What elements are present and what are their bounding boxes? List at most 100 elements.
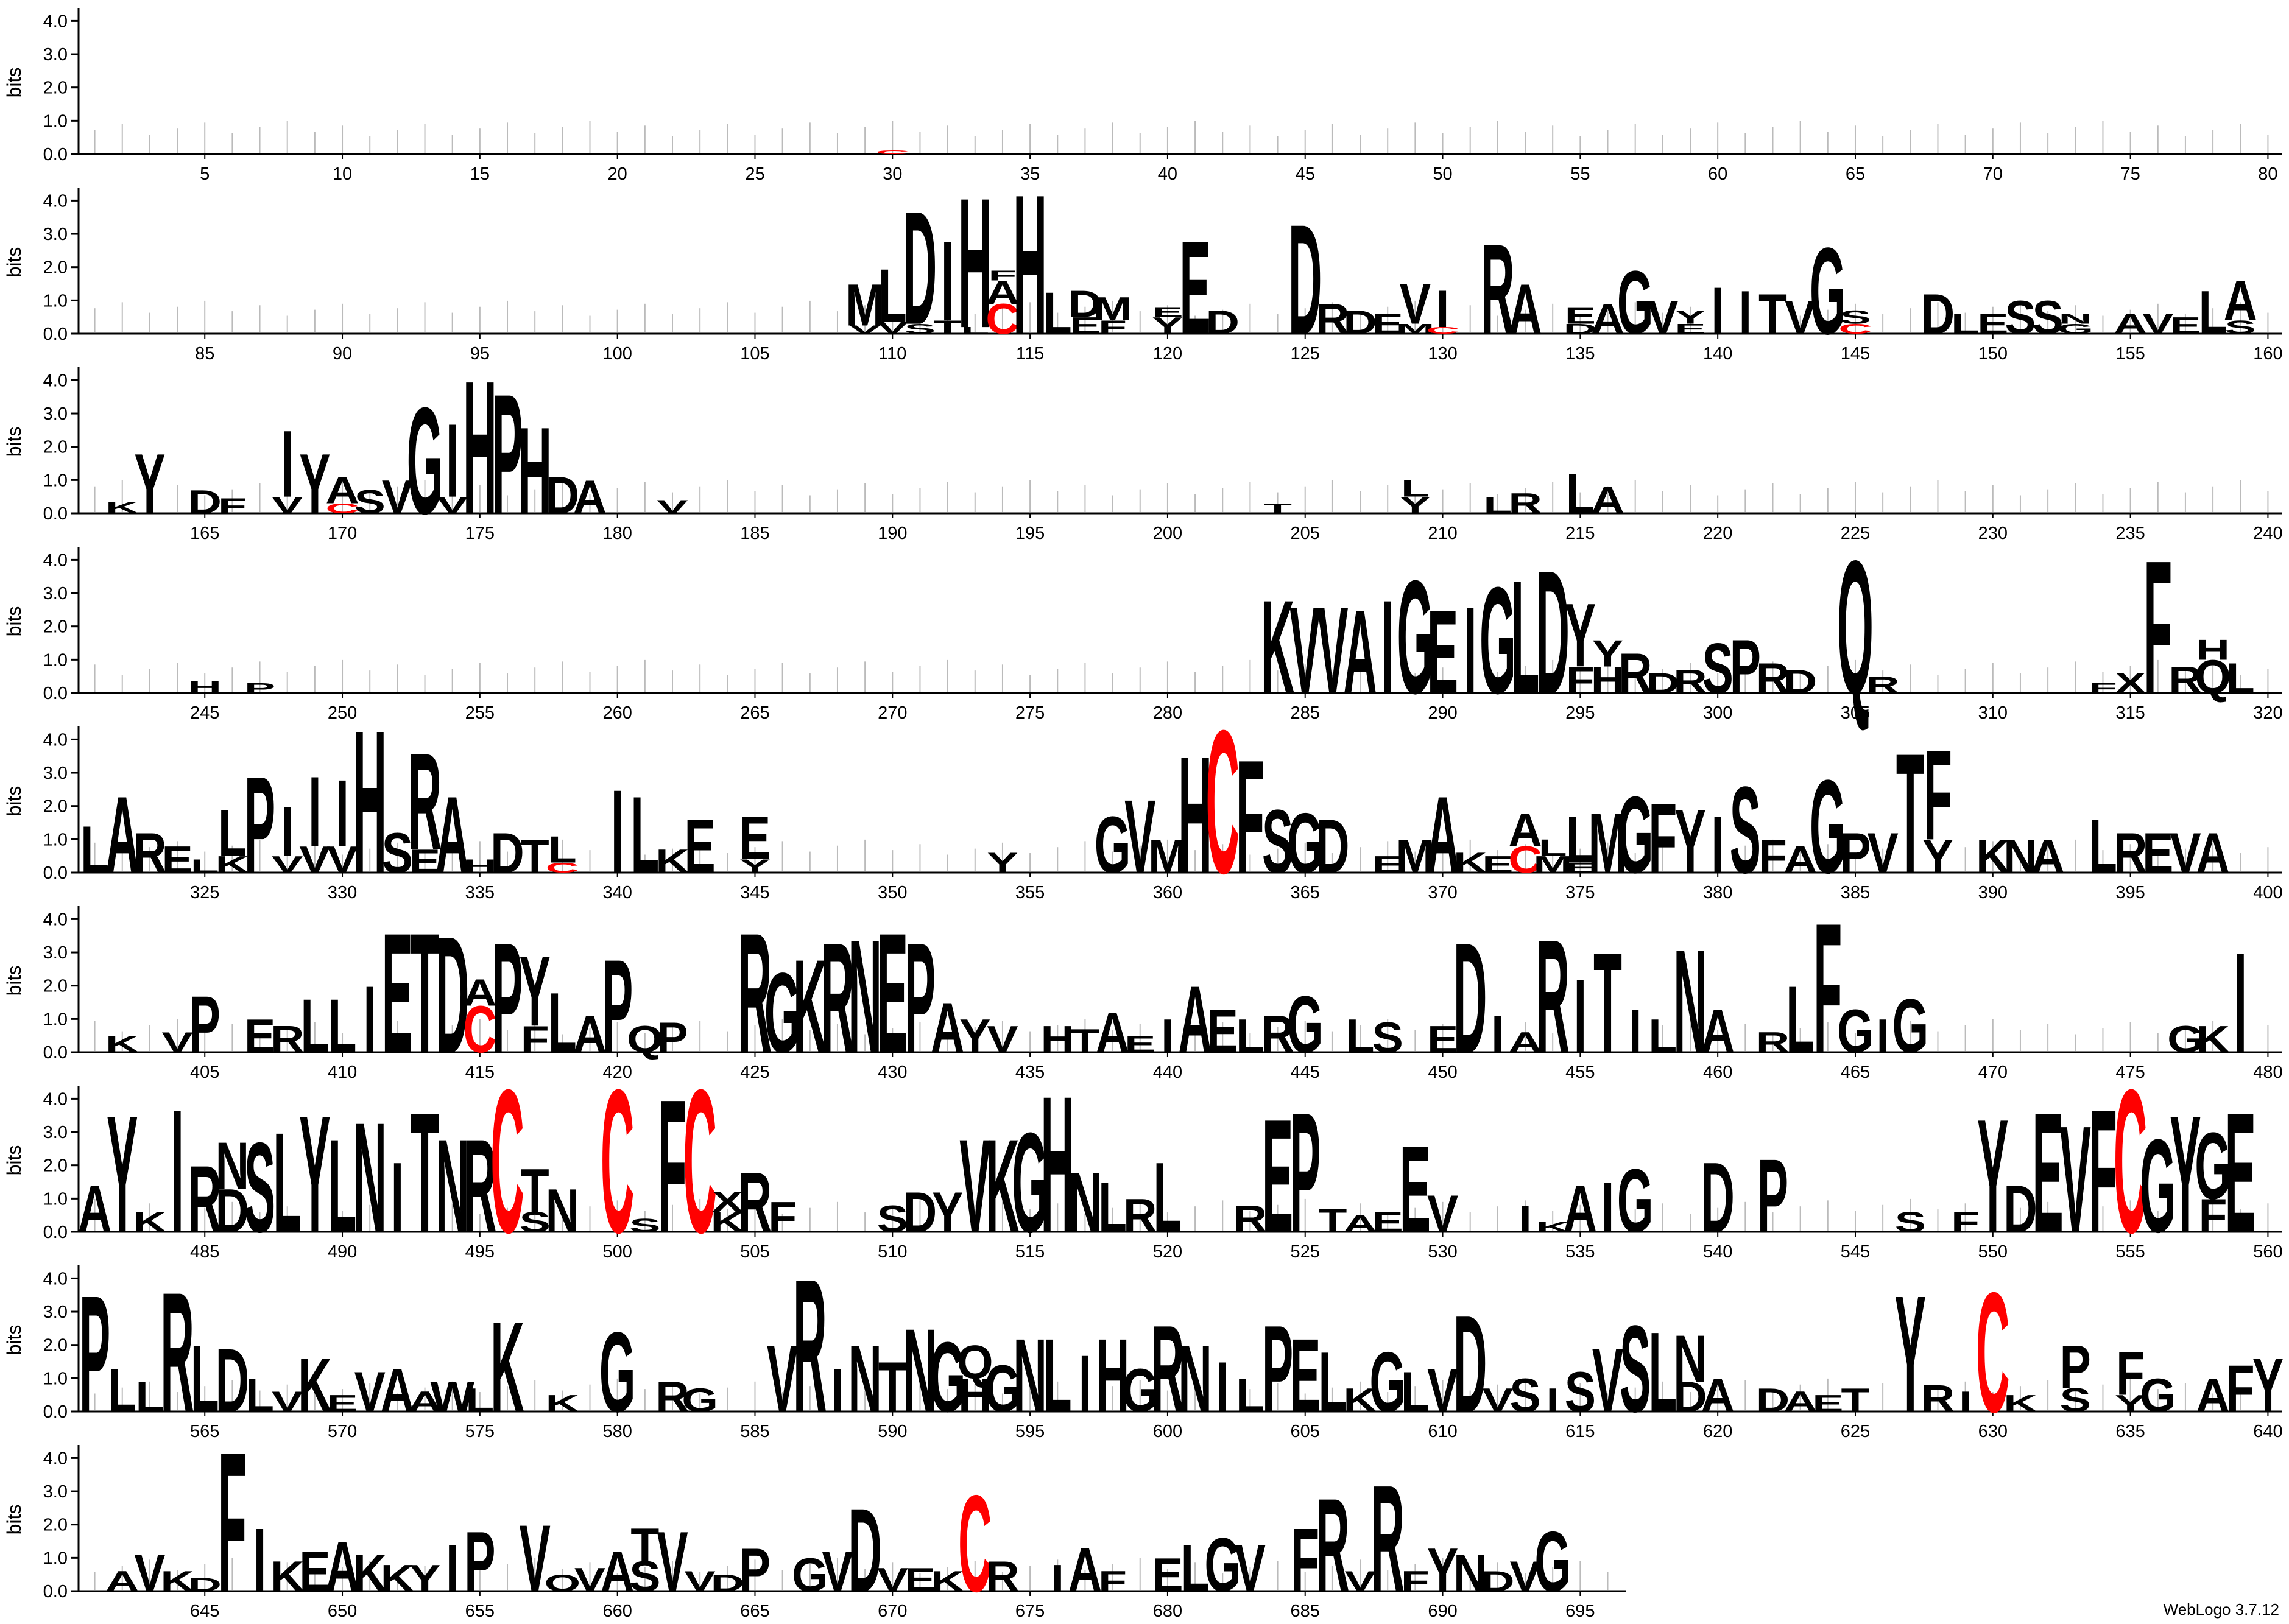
logo-letter-614: I [1547, 1382, 1559, 1419]
x-tick-label: 650 [328, 1601, 357, 1621]
x-tick-label: 420 [602, 1063, 632, 1082]
logo-letter-128: E [1372, 308, 1403, 340]
logo-letter-694: G [1534, 1513, 1571, 1609]
logo-letter-578: K [546, 1390, 579, 1417]
logo-letter-354: Y [987, 847, 1018, 879]
y-tick-label: 2.0 [43, 1516, 68, 1535]
x-tick-label: 350 [878, 883, 907, 902]
logo-letter-484: I [171, 1073, 183, 1270]
logo-letter-502: F [658, 1060, 687, 1273]
logo-letter-460: A [1701, 997, 1734, 1066]
x-tick-label: 435 [1015, 1063, 1045, 1082]
logo-letter-433: Y [959, 1010, 990, 1063]
logo-letter-125: D [1288, 192, 1322, 367]
x-tick-label: 295 [1565, 703, 1595, 723]
logo-letter-174: V [437, 492, 468, 519]
logo-letter-286: V [1317, 581, 1348, 720]
logo-letter-574: W [430, 1373, 474, 1421]
logo-letter-425: R [738, 897, 772, 1089]
x-tick-label: 370 [1428, 883, 1457, 902]
logo-letter-159: A [2224, 269, 2257, 333]
logo-letter-571: V [354, 1360, 386, 1424]
logo-letter-441: A [1178, 967, 1212, 1073]
logo-letter-481: A [78, 1173, 111, 1247]
y-tick-label: 3.0 [43, 584, 68, 603]
logo-letter-413: T [411, 897, 439, 1089]
logo-letter-118: M [1093, 291, 1132, 328]
logo-letter-453: A [1508, 1027, 1542, 1058]
logo-letter-395: R [2114, 821, 2147, 885]
logo-letter-156: V [2142, 308, 2173, 340]
logo-letter-322: A [105, 775, 139, 896]
logo-letter-609: L [1401, 1360, 1430, 1424]
x-tick-label: 230 [1978, 524, 2008, 543]
logo-letter-30: C [876, 150, 909, 155]
logo-letter-551: D [2003, 1173, 2037, 1247]
logo-letter-317: R [2168, 659, 2202, 701]
logo-letter-318: Q [2195, 650, 2231, 703]
x-tick-label: 550 [1978, 1242, 2008, 1262]
x-tick-label: 600 [1153, 1422, 1182, 1441]
logo-letter-122: D [1206, 304, 1240, 342]
logo-letter-120: E [1152, 304, 1183, 320]
x-tick-label: 335 [465, 883, 495, 902]
logo-letter-109: V [850, 323, 881, 336]
logo-letter-209: L [1401, 475, 1430, 502]
logo-letter-580: G [599, 1309, 636, 1436]
logo-letter-331: H [353, 688, 386, 916]
logo-letter-428: R [820, 911, 854, 1086]
logo-letter-651: K [353, 1544, 387, 1603]
logo-letter-442: E [1207, 997, 1238, 1066]
logo-letter-660: A [601, 1540, 634, 1604]
x-tick-label: 505 [740, 1242, 769, 1262]
x-tick-label: 460 [1703, 1063, 1732, 1082]
logo-letter-688: R [1370, 1455, 1404, 1624]
y-tick-label: 0.0 [43, 863, 68, 883]
logo-letter-693: V [1509, 1552, 1540, 1600]
logo-letter-590: T [878, 1347, 907, 1427]
logo-letter-691: N [1453, 1544, 1487, 1603]
logo-letter-162: K [105, 499, 139, 517]
logo-letter-360: M [1148, 830, 1187, 883]
x-tick-label: 110 [878, 344, 906, 364]
x-tick-label: 200 [1153, 524, 1182, 543]
logo-letter-682: G [1204, 1522, 1241, 1608]
logo-letter-633: P [2060, 1334, 2091, 1402]
logo-letter-328: I [281, 791, 294, 871]
logo-letter-362: C [1206, 688, 1240, 916]
x-tick-label: 205 [1291, 524, 1320, 543]
logo-letter-364: S [1262, 792, 1293, 893]
logo-letter-526: T [1318, 1203, 1347, 1240]
logo-letter-596: L [1043, 1318, 1072, 1434]
logo-letter-589: N [848, 1326, 881, 1432]
x-tick-label: 465 [1841, 1063, 1870, 1082]
x-tick-label: 50 [1433, 164, 1452, 184]
logo-letter-464: F [1813, 885, 1842, 1092]
logo-letter-493: T [411, 1077, 439, 1268]
logo-letter-627: Y [1895, 1260, 1926, 1447]
logo-letter-668: V [822, 1540, 853, 1604]
logo-letter-436: H [1041, 1018, 1074, 1061]
logo-letter-301: P [1730, 624, 1761, 709]
logo-letter-130: I [1436, 280, 1449, 339]
logo-letter-689: F [1401, 1566, 1430, 1597]
x-tick-label: 45 [1296, 164, 1315, 184]
logo-letter-528: E [1372, 1206, 1403, 1238]
x-tick-label: 270 [878, 703, 907, 723]
x-tick-label: 450 [1428, 1063, 1457, 1082]
logo-letter-670: V [877, 1562, 908, 1599]
y-tick-label: 1.0 [43, 1369, 68, 1388]
logo-letter-479: I [2234, 923, 2247, 1083]
logo-letter-358: G [1095, 800, 1131, 890]
logo-letter-451: D [1453, 911, 1487, 1086]
logo-letter-179: A [573, 471, 607, 524]
x-tick-label: 55 [1570, 164, 1590, 184]
logo-letter-547: S [1895, 1206, 1926, 1238]
logo-letter-612: V [1482, 1382, 1513, 1419]
logo-letter-555: C [2114, 1047, 2147, 1276]
x-tick-label: 310 [1978, 703, 2008, 723]
x-tick-label: 75 [2120, 164, 2140, 184]
logo-letter-633: S [2060, 1382, 2091, 1419]
